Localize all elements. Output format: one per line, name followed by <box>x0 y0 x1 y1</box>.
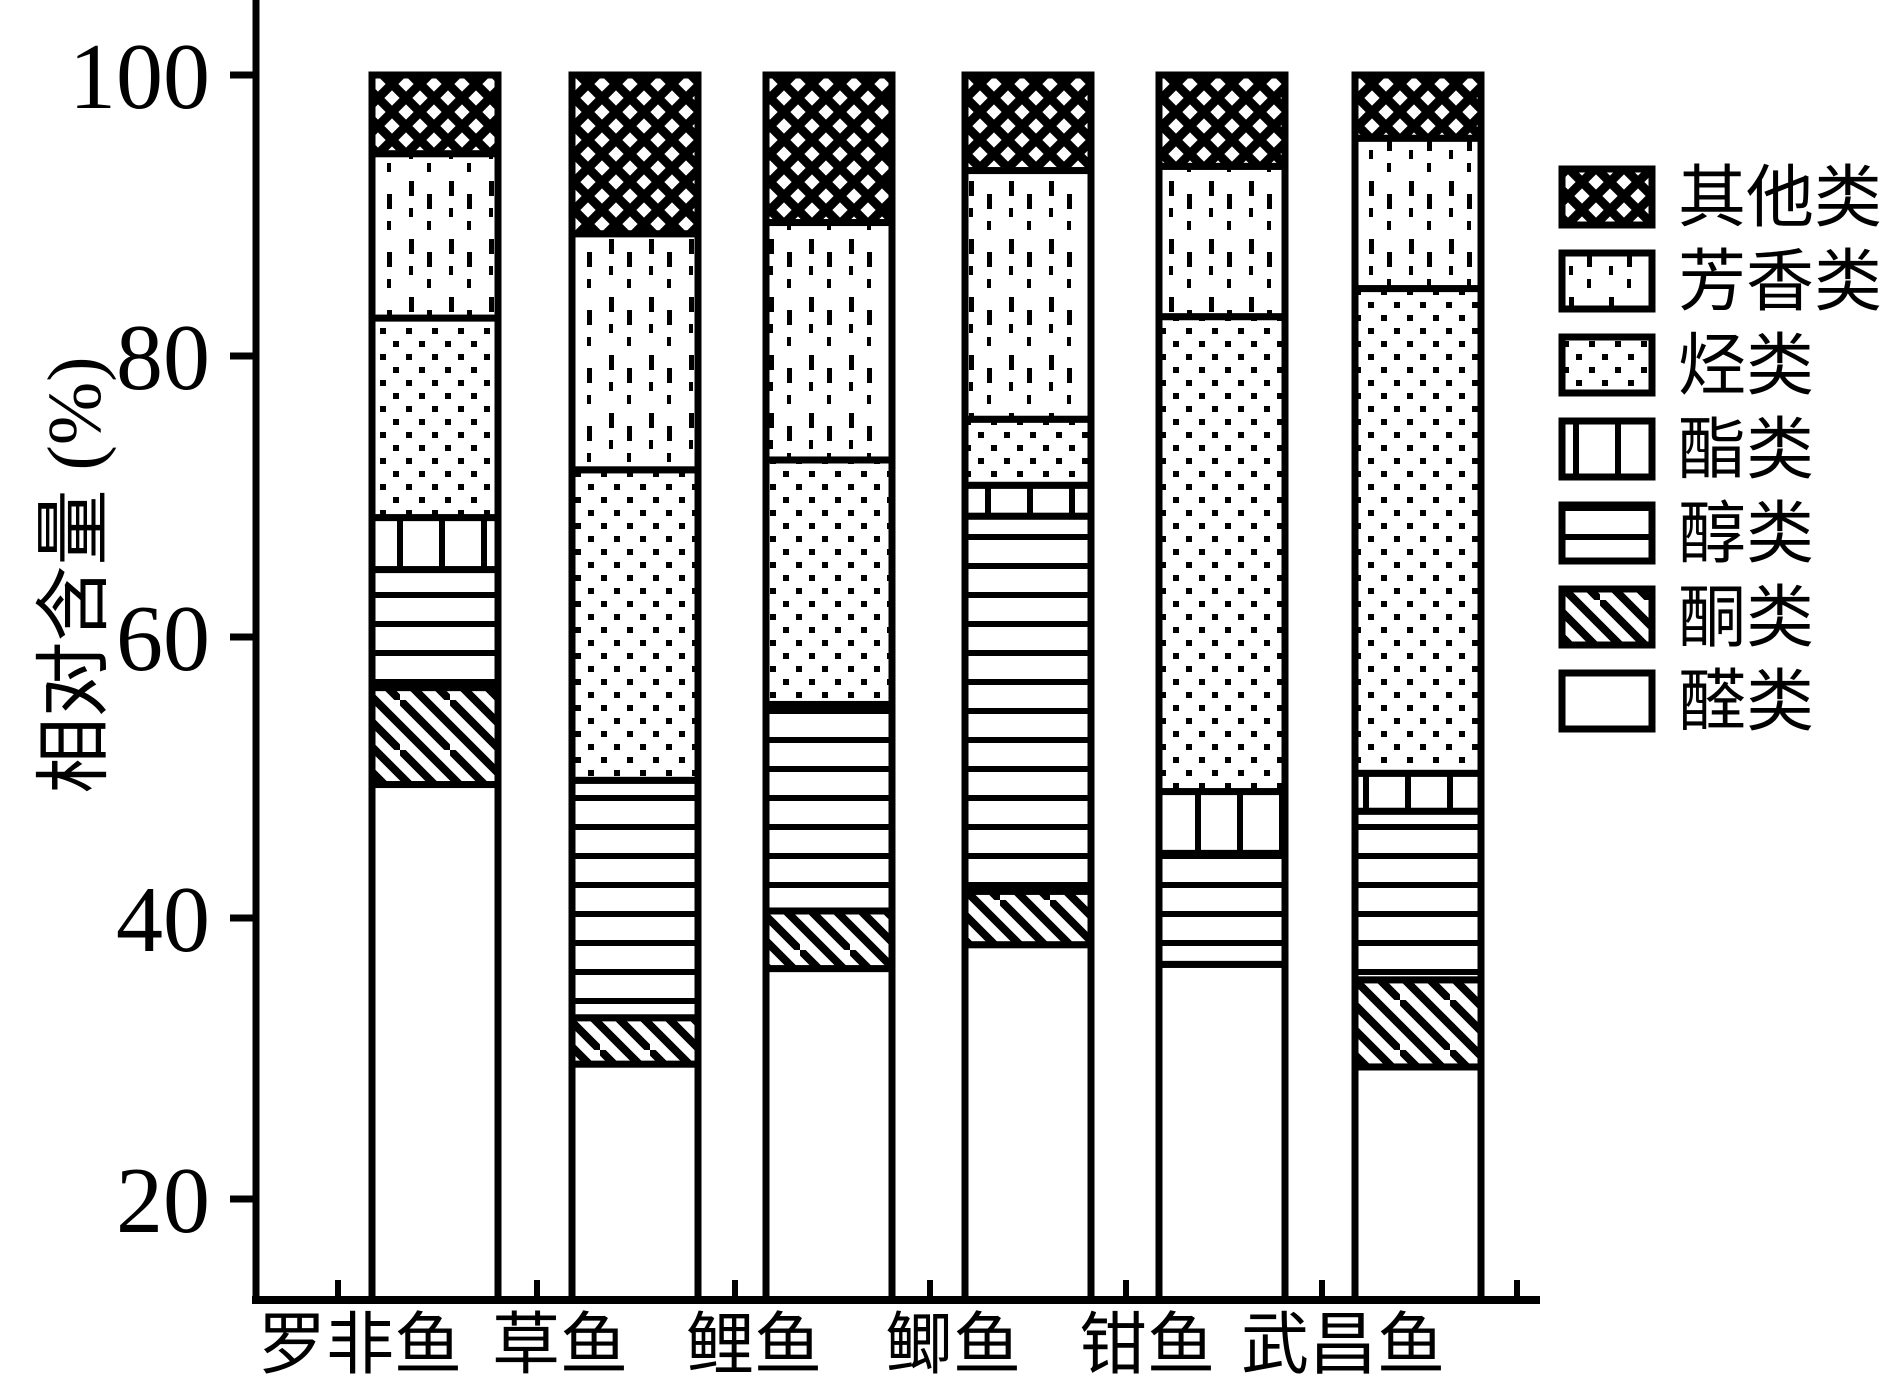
bar-segment-酮类 <box>961 887 1095 949</box>
y-tick-label: 60 <box>116 587 210 691</box>
legend-swatch-芳香类 <box>1558 249 1656 313</box>
legend-item: 醇类 <box>1558 496 1814 572</box>
bar-segment-醇类 <box>568 776 702 1022</box>
bar-segment-酯类 <box>368 514 502 574</box>
bar-segment-烃类 <box>1155 313 1289 796</box>
legend-swatch-酯类 <box>1558 417 1656 481</box>
y-tick-label: 20 <box>116 1149 210 1253</box>
bar-segment-芳香类 <box>1155 162 1289 321</box>
x-category-labels-group: 罗非鱼 草鱼 鲤鱼 鲫鱼 钳鱼 武昌鱼 <box>258 1307 1445 1382</box>
bar-segment-芳香类 <box>762 219 896 464</box>
bar-segment-其他类 <box>1155 71 1289 170</box>
legend-item: 其他类 <box>1558 160 1882 236</box>
bar-segment-其他类 <box>368 71 502 158</box>
bar-罗非鱼 <box>368 71 502 1304</box>
legend-label: 酯类 <box>1678 412 1814 488</box>
legend-swatch-醇类 <box>1558 501 1656 565</box>
y-tick-label: 100 <box>69 25 210 129</box>
legend-swatch-醛类 <box>1558 669 1656 733</box>
y-axis-title: 相对含量 (%) <box>33 357 117 794</box>
x-category-label: 罗非鱼 <box>258 1307 462 1382</box>
bar-segment-醛类 <box>1351 1063 1485 1304</box>
bar-segment-醛类 <box>961 941 1095 1304</box>
bar-segment-其他类 <box>1351 71 1485 142</box>
bar-segment-醛类 <box>568 1060 702 1304</box>
bar-segment-醇类 <box>1351 807 1485 984</box>
bar-segment-烃类 <box>961 415 1095 489</box>
bar-segment-酮类 <box>762 907 896 973</box>
legend-label: 醇类 <box>1678 496 1814 572</box>
bar-鲤鱼 <box>762 71 896 1304</box>
legend-swatch-烃类 <box>1558 333 1656 397</box>
bar-segment-芳香类 <box>1351 134 1485 293</box>
legend-label: 醛类 <box>1678 664 1814 740</box>
bar-segment-醛类 <box>762 965 896 1304</box>
bar-segment-酮类 <box>368 684 502 789</box>
bar-segment-其他类 <box>961 71 1095 175</box>
bar-segment-酯类 <box>1155 788 1289 857</box>
legend-item: 酮类 <box>1558 580 1814 656</box>
bar-segment-酮类 <box>1351 976 1485 1071</box>
bar-鲫鱼 <box>961 71 1095 1304</box>
legend-item: 酯类 <box>1558 412 1814 488</box>
legend-label: 其他类 <box>1678 160 1882 236</box>
bar-segment-醛类 <box>1155 960 1289 1304</box>
legend-label: 酮类 <box>1678 580 1814 656</box>
bar-segment-醛类 <box>368 781 502 1304</box>
x-category-label: 草鱼 <box>492 1307 628 1382</box>
y-tick-label: 80 <box>116 306 210 410</box>
bar-草鱼 <box>568 71 702 1304</box>
legend-swatch-其他类 <box>1558 165 1656 229</box>
x-category-label: 鲤鱼 <box>686 1307 822 1382</box>
bar-segment-醇类 <box>368 566 502 692</box>
bar-segment-烃类 <box>568 466 702 784</box>
bar-segment-醇类 <box>961 512 1095 895</box>
legend-label: 芳香类 <box>1678 244 1882 320</box>
y-tick-label: 40 <box>116 868 210 972</box>
legend-swatch-酮类 <box>1558 585 1656 649</box>
bar-segment-烃类 <box>762 456 896 708</box>
bar-segment-烃类 <box>368 314 502 522</box>
bar-segment-其他类 <box>762 71 896 227</box>
bar-钳鱼 <box>1155 71 1289 1304</box>
bar-segment-芳香类 <box>961 167 1095 423</box>
bar-segment-酯类 <box>1351 769 1485 815</box>
x-category-label: 鲫鱼 <box>885 1307 1021 1382</box>
y-ticks-group: 20 40 60 80 100 <box>69 25 256 1253</box>
bar-segment-其他类 <box>568 71 702 238</box>
bar-segment-烃类 <box>1351 285 1485 777</box>
bar-武昌鱼 <box>1351 71 1485 1304</box>
bar-segment-酯类 <box>961 481 1095 520</box>
legend-item: 烃类 <box>1558 328 1814 404</box>
bars-group <box>368 71 1485 1304</box>
legend-label: 烃类 <box>1678 328 1814 404</box>
bar-segment-酮类 <box>568 1014 702 1068</box>
bar-segment-芳香类 <box>568 230 702 474</box>
bar-segment-芳香类 <box>368 150 502 322</box>
legend-item: 醛类 <box>1558 664 1814 740</box>
axes-group <box>252 0 1540 1304</box>
legend-item: 芳香类 <box>1558 244 1882 320</box>
x-category-label: 武昌鱼 <box>1241 1307 1445 1382</box>
bar-segment-醇类 <box>1155 849 1289 968</box>
bar-segment-醇类 <box>762 700 896 915</box>
x-category-label: 钳鱼 <box>1079 1307 1215 1382</box>
